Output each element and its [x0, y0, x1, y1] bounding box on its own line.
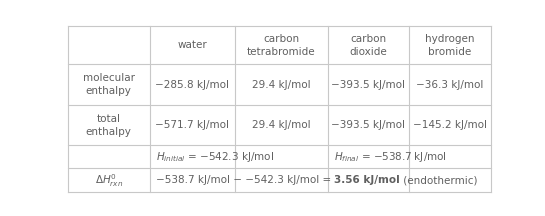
Text: 29.4 kJ/mol: 29.4 kJ/mol: [252, 80, 311, 90]
Text: molecular
enthalpy: molecular enthalpy: [83, 73, 135, 96]
Text: 29.4 kJ/mol: 29.4 kJ/mol: [252, 120, 311, 130]
Text: −538.7 kJ/mol − −542.3 kJ/mol =: −538.7 kJ/mol − −542.3 kJ/mol =: [156, 175, 334, 185]
Text: hydrogen
bromide: hydrogen bromide: [425, 33, 475, 57]
Text: water: water: [177, 40, 207, 50]
Text: $\mathit{H}_{\mathit{final}}$ = −538.7 kJ/mol: $\mathit{H}_{\mathit{final}}$ = −538.7 k…: [334, 150, 447, 164]
Text: 3.56 kJ/mol: 3.56 kJ/mol: [334, 175, 400, 185]
Text: −571.7 kJ/mol: −571.7 kJ/mol: [155, 120, 229, 130]
Text: carbon
tetrabromide: carbon tetrabromide: [247, 33, 316, 57]
Text: $\mathit{H}_{\mathit{initial}}$ = −542.3 kJ/mol: $\mathit{H}_{\mathit{initial}}$ = −542.3…: [156, 150, 274, 164]
Text: −285.8 kJ/mol: −285.8 kJ/mol: [155, 80, 229, 90]
Text: carbon
dioxide: carbon dioxide: [349, 33, 387, 57]
Text: $\Delta H^{0}_{\mathit{rxn}}$: $\Delta H^{0}_{\mathit{rxn}}$: [95, 172, 123, 189]
Text: −145.2 kJ/mol: −145.2 kJ/mol: [413, 120, 487, 130]
Text: (endothermic): (endothermic): [400, 175, 477, 185]
Text: total
enthalpy: total enthalpy: [86, 114, 132, 137]
Text: −393.5 kJ/mol: −393.5 kJ/mol: [331, 80, 405, 90]
Text: −393.5 kJ/mol: −393.5 kJ/mol: [331, 120, 405, 130]
Text: −36.3 kJ/mol: −36.3 kJ/mol: [416, 80, 483, 90]
